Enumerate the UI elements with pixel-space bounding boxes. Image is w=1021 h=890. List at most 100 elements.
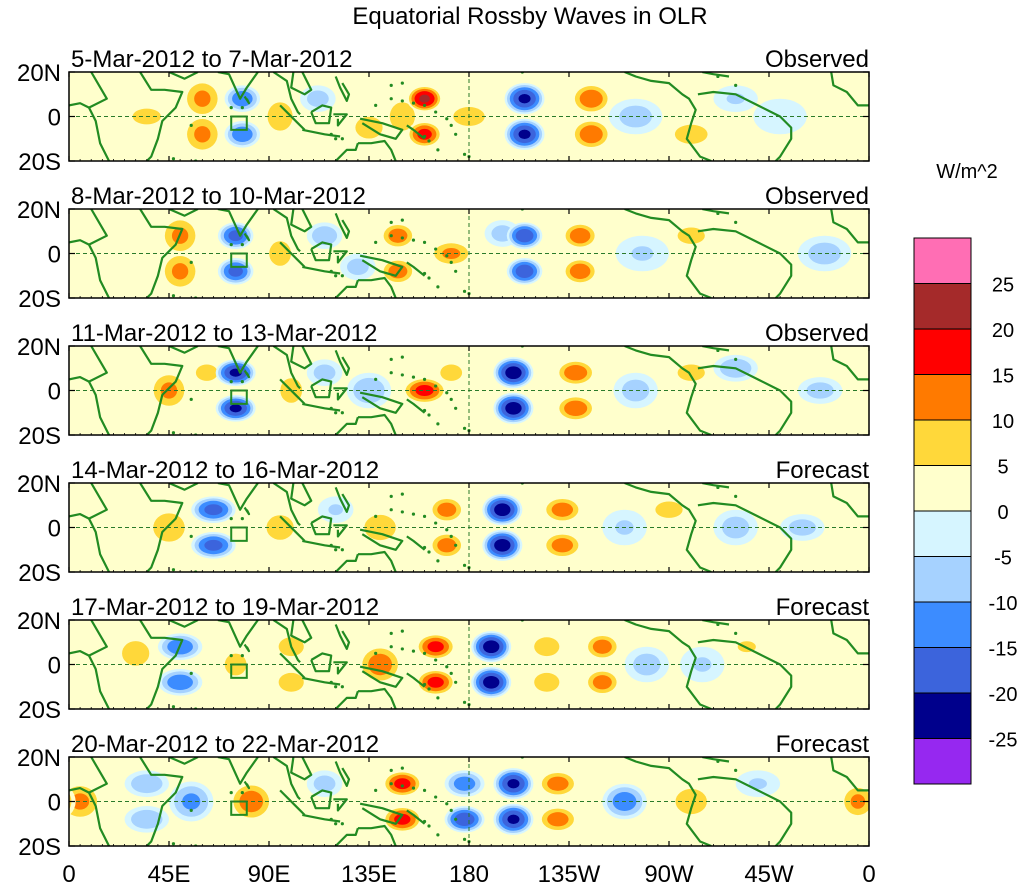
anomaly-negative-10 [471,631,512,663]
island [189,397,193,401]
contour-fill [167,674,193,691]
island [422,651,427,655]
coastline [217,757,259,785]
island [240,791,244,795]
anomaly-negative-10 [482,529,523,561]
coastline [217,620,259,648]
coastline [87,209,110,298]
coastline [333,250,348,264]
coastline [406,124,426,140]
coastline [830,620,869,655]
island [734,494,738,498]
coastline [290,346,313,370]
island [229,517,233,521]
coastline [334,553,359,572]
y-tick-label: 20N [17,197,61,224]
island [229,654,233,658]
panel-status: Forecast [776,594,870,621]
chart-title: Equatorial Rossby Waves in OLR [352,3,707,30]
anomaly-positive-11 [542,496,583,524]
anomaly-negative-17 [609,98,663,135]
panel-plot-area [69,757,889,846]
anomaly-negative-10 [444,805,485,833]
island [400,99,404,103]
island [411,512,416,516]
contour-fill [328,504,343,516]
island [716,348,720,353]
island [240,243,244,247]
coastline [357,276,397,298]
x-axis: 0 45E 90E 135E 180 135W 90W 45W 0 [62,861,875,888]
island [389,631,393,635]
coastline [272,620,301,664]
island [422,134,427,139]
y-tick-label: 20N [17,608,61,635]
y-tick-label: 0 [48,379,61,406]
colorbar-label: -25 [989,730,1018,752]
anomaly-positive-12 [542,531,583,559]
contour-fill [195,364,218,381]
coastline [357,824,397,846]
colorbar: 25 20 15 10 5 0 -5 -10 -15 -20 -25 [913,237,1018,785]
colorbar-swatch [913,328,972,375]
coastline [87,72,110,161]
anomaly-positive-1 [182,78,223,119]
island [374,240,378,244]
coastline [310,378,333,399]
panel-date-range: 5-Mar-2012 to 7-Mar-2012 [71,46,352,73]
contour-fill [440,364,463,381]
island [716,759,720,764]
coastline [624,346,712,435]
island [422,819,427,824]
anomaly-positive-2 [182,114,223,155]
island [436,422,440,426]
island [329,406,333,410]
island [389,97,393,101]
contour-fill [871,793,889,809]
coastline [406,672,426,688]
panel-date-range: 20-Mar-2012 to 22-Mar-2012 [71,731,379,758]
anomaly-positive-14 [584,633,621,661]
contour-fill [534,672,560,692]
island [434,384,438,388]
anomaly-positive-1 [113,633,158,674]
anomaly-negative-13 [506,257,543,285]
colorbar-label: 5 [997,457,1008,479]
anomaly-negative-13 [504,83,545,115]
coastline [272,209,301,253]
coastline [69,376,90,383]
island [400,355,404,359]
coastline [139,209,184,298]
island [229,243,233,247]
panel-status: Observed [765,320,869,347]
island [389,357,393,361]
colorbar-swatch [913,465,972,512]
anomaly-positive-16 [669,783,714,820]
island [454,269,458,273]
anomaly-negative-18 [797,235,852,272]
island [427,687,431,691]
contour-fill [483,675,500,689]
island [454,680,458,684]
x-tick-label: 180 [449,861,489,888]
island [374,788,378,792]
contour-fill [622,379,650,402]
coastline [243,232,251,242]
coastline [359,802,404,825]
coastline [333,798,348,812]
island [329,680,333,684]
contour-fill [415,385,434,396]
anomaly-positive-14 [562,222,598,250]
x-tick-label: 45E [148,861,191,888]
island [436,696,440,700]
anomaly-negative-6 [306,359,343,387]
anomaly-positive-15 [562,257,598,285]
island [462,563,467,567]
coastline [334,142,359,161]
contour-fill [619,105,652,128]
coastline [290,757,313,781]
island [411,101,416,105]
contour-fill [494,538,511,552]
panel-4: 20N 0 20S 14-Mar-2012 to 16-Mar-2012 Forecas… [17,457,870,587]
